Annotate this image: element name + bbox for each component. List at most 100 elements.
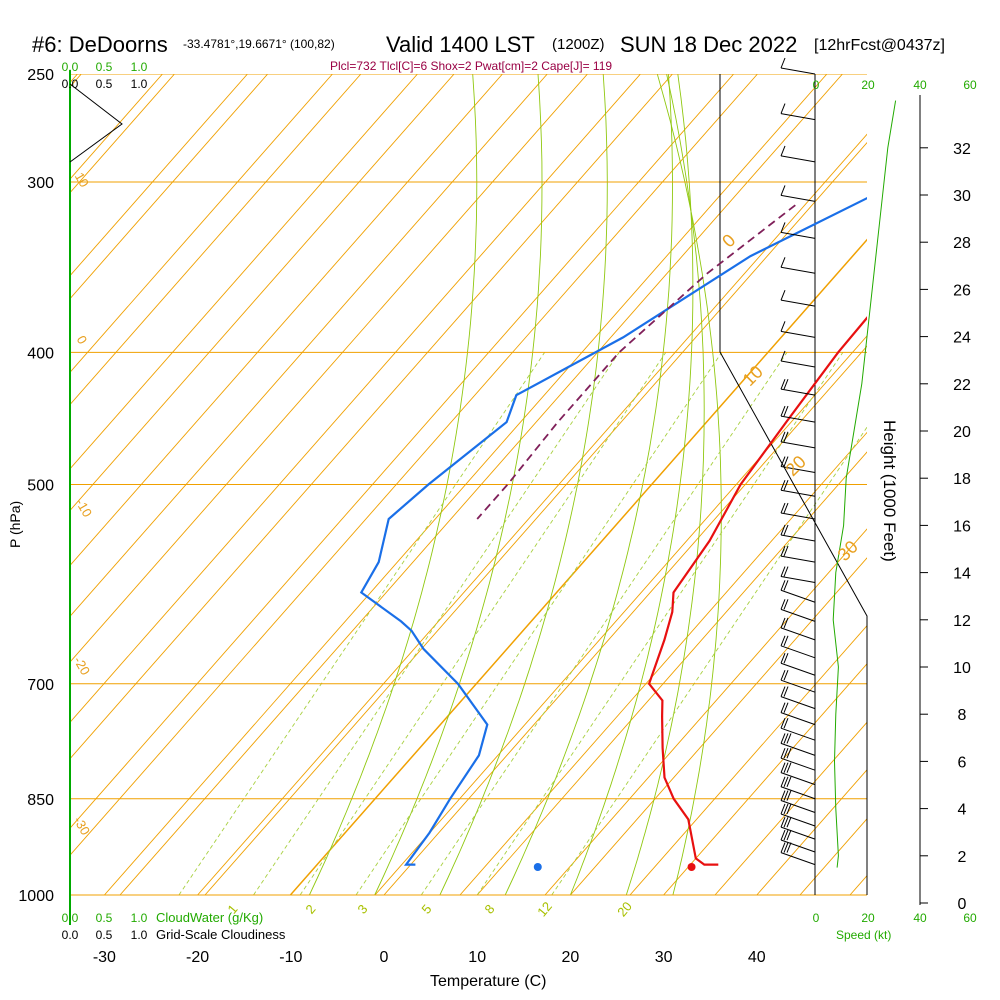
left-theta-label: -30 [71, 814, 93, 838]
height-tick-label: 32 [953, 141, 971, 158]
wind-barb-feather [783, 686, 789, 697]
wind-barb-staff [780, 727, 816, 741]
top-cloudiness-tick: 0.0 [62, 77, 79, 91]
height-tick-label: 18 [953, 471, 971, 488]
wind-barb-staff [780, 555, 816, 563]
wind-barb-staff [780, 155, 816, 163]
speed-profile-line [832, 100, 897, 868]
wind-barb-staff [780, 696, 816, 710]
wind-barb-staff [780, 826, 816, 840]
mixing-ratio-label: 5 [418, 902, 434, 917]
surface-dewpoint-dot [533, 863, 542, 871]
wind-barb-staff [780, 512, 816, 520]
wind-barb-feather [780, 145, 786, 157]
x-tick-label: 30 [655, 949, 673, 966]
wind-barb-staff [780, 113, 816, 121]
date-label: SUN 18 Dec 2022 [620, 32, 797, 57]
moist-adiabat [439, 74, 608, 896]
wind-barb-feather [780, 762, 786, 773]
wind-barb-feather [780, 829, 786, 841]
mixing-ratio-label: 20 [614, 899, 635, 920]
wind-barb-feather [780, 545, 786, 557]
adiabat [70, 74, 248, 277]
wind-barb-feather [780, 816, 786, 828]
wind-barb-feather [783, 748, 789, 759]
y-axis-label: P (hPa) [7, 501, 23, 548]
wind-barb-staff [780, 489, 816, 497]
y-tick-label: 1000 [18, 888, 54, 905]
wind-barb-feather [780, 456, 786, 467]
height-tick-label: 28 [953, 235, 971, 252]
cloudwater-label: CloudWater (g/Kg) [156, 910, 263, 925]
mixing-ratio-label: 12 [534, 899, 555, 920]
mixing-ratio-line [299, 352, 667, 896]
wind-barb-staff [780, 852, 816, 866]
adiabat [970, 74, 1000, 895]
bottom-cloudwater-tick: 0.0 [62, 911, 79, 925]
left-theta-label: -10 [73, 496, 95, 520]
mixing-ratio-line [420, 352, 788, 896]
speed-tick-top: 0 [813, 78, 820, 92]
x-tick-label: 40 [748, 949, 766, 966]
wind-barb-staff [780, 330, 816, 338]
moist-adiabat [308, 74, 478, 896]
wind-barb-feather [783, 842, 789, 853]
wind-barb-feather [786, 816, 792, 828]
mixing-ratio-line [476, 352, 844, 896]
speed-tick-bottom: 40 [913, 911, 927, 925]
wind-barb-feather [786, 748, 792, 759]
wind-barb-feather [783, 762, 789, 773]
background-grid [70, 74, 1000, 896]
bottom-cloudwater-tick: 1.0 [131, 911, 148, 925]
wind-barb-feather [786, 762, 792, 773]
wind-barb-feather [783, 669, 789, 681]
isotherm [70, 74, 269, 300]
wind-barb-staff [780, 266, 816, 274]
wind-barb-feather [783, 617, 789, 629]
mixing-ratio-line [551, 426, 867, 896]
series-dewpoint-line [359, 196, 867, 866]
wind-barb-feather [783, 524, 789, 536]
bottom-cloudwater-tick: 0.5 [96, 911, 113, 925]
mixing-ratio-label: 2 [302, 902, 318, 917]
x-tick-label: -10 [279, 949, 302, 966]
top-cloudiness-tick: 0.5 [96, 77, 113, 91]
wind-barb-feather [780, 669, 786, 681]
height-tick-label: 20 [953, 424, 971, 441]
series-parcel-line [476, 204, 796, 520]
y-tick-label: 500 [27, 478, 54, 495]
wind-barb-staff [780, 786, 816, 800]
wind-barb-staff [780, 800, 816, 813]
height-tick-label: 6 [958, 754, 967, 771]
wind-barb-staff [780, 466, 816, 474]
wind-barb-feather [783, 405, 789, 417]
top-cloudwater-tick: 0.5 [96, 60, 113, 74]
wind-barb-feather [780, 524, 786, 536]
wind-barbs [780, 57, 816, 866]
moist-adiabat [374, 74, 543, 896]
wind-barb-staff [780, 388, 816, 396]
x-axis-label: Temperature (C) [430, 973, 546, 990]
wind-barb-staff [780, 415, 816, 423]
isotherm-label: 20 [782, 452, 810, 480]
mixing-ratio-label: 3 [354, 902, 370, 917]
x-tick-label: -20 [186, 949, 209, 966]
wind-barb-feather [780, 350, 786, 362]
wind-barb-feather [780, 702, 786, 713]
wind-barb-feather [780, 686, 786, 697]
wind-barb-staff [780, 679, 816, 693]
cloudiness-profile [69, 83, 123, 163]
isotherm [570, 557, 867, 896]
wind-barb-feather [783, 480, 789, 491]
top-cloudwater-tick: 1.0 [131, 60, 148, 74]
wind-barb-feather [783, 702, 789, 713]
plot-frame [69, 70, 868, 925]
valid-time: Valid 1400 LST [386, 32, 535, 57]
wind-barb-staff [780, 742, 816, 756]
isotherm-label: 0 [718, 230, 739, 251]
height-tick-label: 12 [953, 613, 971, 630]
wind-barb-feather [780, 185, 786, 196]
surface-temperature-dot [687, 863, 696, 871]
